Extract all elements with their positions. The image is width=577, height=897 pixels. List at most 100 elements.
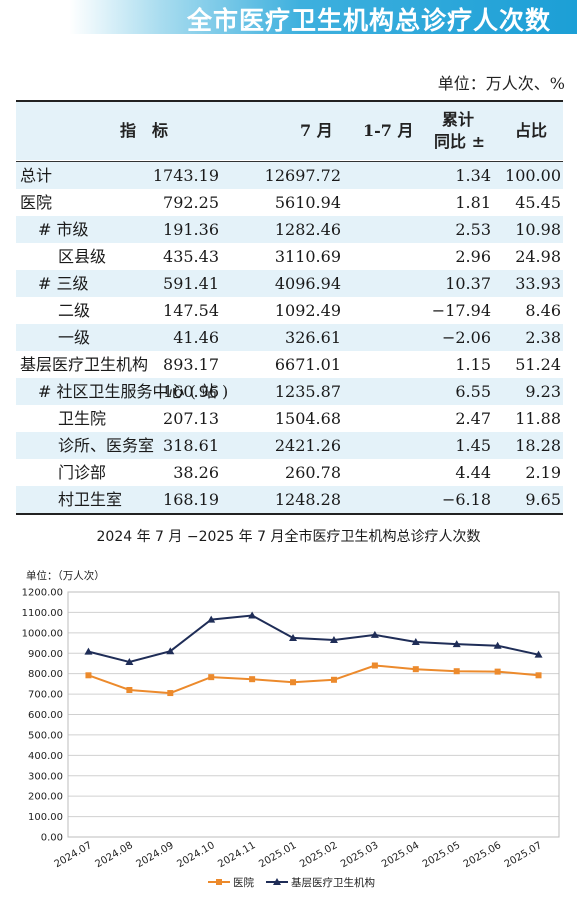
legend-marker [216,879,222,885]
row-yoy: −2.06 [441,328,491,347]
data-point [412,666,419,673]
data-point [330,676,337,683]
row-ytd: 6671.01 [274,355,341,374]
row-yoy: −17.94 [431,301,491,320]
row-share: 18.28 [515,436,561,455]
row-month: 168.19 [163,490,219,509]
x-tick-label: 2025.04 [380,840,421,870]
data-point [370,630,379,638]
banner-title: 全市医疗卫生机构总诊疗人次数 [186,6,551,35]
row-ytd: 5610.94 [274,193,341,212]
row-month: 191.36 [163,220,219,239]
legend-marker [273,878,281,885]
data-point [289,633,298,641]
data-point [166,647,175,655]
row-month: 160.96 [163,382,219,401]
row-month: 591.41 [163,274,219,293]
data-point [249,676,256,683]
table-row: # 三级 591.41 4096.94 10.37 33.93 [16,270,563,297]
y-tick-label: 0.00 [41,833,63,844]
header-indicator: 指 标 [120,121,169,140]
table-row: 基层医疗卫生机构 893.17 6671.01 1.15 51.24 [16,351,563,378]
header-month: 7 月 [300,121,333,140]
row-name: 二级 [58,301,91,320]
series-line-2 [88,614,539,664]
header-yoy-line1: 累计 [442,110,475,129]
table-row: 村卫生室 168.19 1248.28 −6.18 9.65 [16,486,563,513]
x-tick-label: 2025.02 [298,840,339,870]
y-tick-label: 1200.00 [22,588,63,599]
row-ytd: 2421.26 [274,436,341,455]
table-unit: 单位：万人次、% [437,74,565,93]
row-yoy: 2.47 [455,409,491,428]
data-point [290,679,297,686]
row-share: 2.38 [525,328,561,347]
row-share: 100.00 [505,166,561,185]
table-row: 一级 41.46 326.61 −2.06 2.38 [16,324,563,351]
row-name: 基层医疗卫生机构 [20,355,149,374]
row-ytd: 1092.49 [274,301,341,320]
row-yoy: −6.18 [441,490,491,509]
row-name: 村卫生室 [58,490,123,509]
table-row: 区县级 435.43 3110.69 2.96 24.98 [16,243,563,270]
row-month: 893.17 [163,355,219,374]
y-tick-label: 100.00 [28,812,63,823]
y-tick-label: 1000.00 [22,628,63,639]
header-share: 占比 [515,121,548,140]
row-month: 41.46 [173,328,219,347]
x-tick-label: 2025.05 [421,840,462,870]
row-month: 435.43 [163,247,219,266]
row-ytd: 1282.46 [274,220,341,239]
x-tick-label: 2025.06 [462,840,503,870]
row-name: 区县级 [58,247,107,266]
row-yoy: 2.53 [455,220,491,239]
data-point [85,672,92,679]
header-yoy-line2: 同比 ± [434,132,485,151]
table-row: # 社区卫生服务中心 ( 站 ) 160.96 1235.87 6.55 9.23 [16,378,563,405]
legend-label: 医院 [233,876,254,889]
data-point [329,635,338,643]
title-banner: 全市医疗卫生机构总诊疗人次数 [0,0,577,35]
row-yoy: 1.15 [455,355,491,374]
row-share: 11.88 [515,409,561,428]
x-tick-label: 2024.09 [134,840,175,870]
row-name: 医院 [20,193,53,212]
y-unit-label: 单位：（万人次） [26,569,105,582]
y-tick-label: 200.00 [28,792,63,803]
data-point [371,662,378,669]
data-point [125,658,134,666]
table-row: 诊所、医务室 318.61 2421.26 1.45 18.28 [16,432,563,459]
row-ytd: 326.61 [285,328,341,347]
row-month: 1743.19 [152,166,219,185]
table-row: 总计 1743.19 12697.72 1.34 100.00 [16,162,563,189]
row-name: # 三级 [38,274,89,293]
y-tick-label: 300.00 [28,771,63,782]
header-ytd: 1-7 月 [363,121,414,140]
header-rule [16,161,563,162]
row-ytd: 1248.28 [274,490,341,509]
data-point [534,650,543,658]
row-name: 一级 [58,328,91,347]
y-tick-label: 500.00 [28,730,63,741]
y-tick-label: 600.00 [28,710,63,721]
table-row: 门诊部 38.26 260.78 4.44 2.19 [16,459,563,486]
x-tick-label: 2025.03 [339,840,380,870]
x-tick-label: 2025.01 [257,840,298,870]
y-tick-label: 400.00 [28,751,63,762]
data-point [248,611,257,619]
data-point [494,668,501,675]
x-tick-label: 2024.08 [94,840,135,870]
row-yoy: 1.34 [455,166,491,185]
row-name: # 社区卫生服务中心 ( 站 ) [38,382,229,401]
data-point [411,638,420,646]
row-name: 卫生院 [58,409,107,428]
row-ytd: 1504.68 [274,409,341,428]
x-tick-label: 2024.07 [53,840,94,870]
data-point [453,668,460,675]
y-tick-label: 900.00 [28,649,63,660]
row-ytd: 1235.87 [274,382,341,401]
data-point [207,615,216,623]
row-month: 792.25 [163,193,219,212]
data-point [126,687,133,693]
table-row: # 市级 191.36 1282.46 2.53 10.98 [16,216,563,243]
